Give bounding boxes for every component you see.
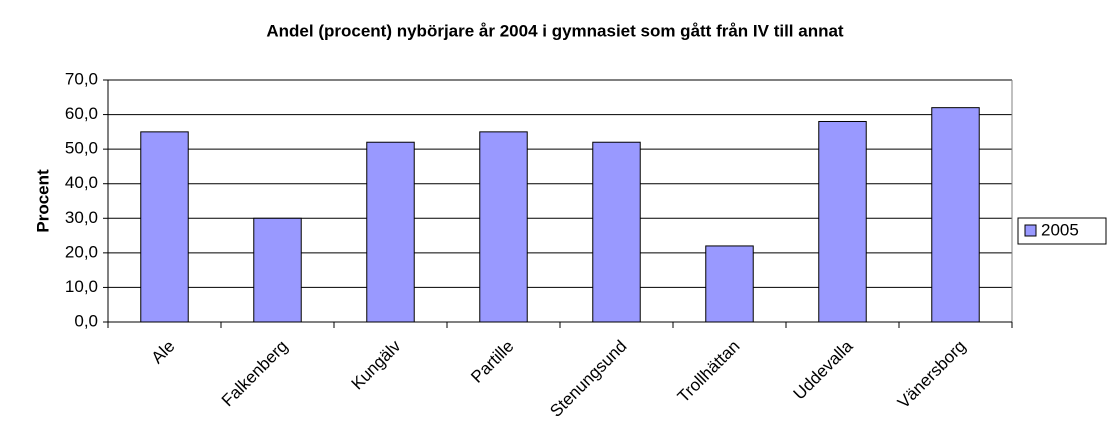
y-tick-label: 20,0 bbox=[65, 242, 98, 261]
bar bbox=[366, 141, 415, 323]
x-tick-label: Kungälv bbox=[348, 336, 405, 393]
bar bbox=[479, 131, 528, 323]
y-tick-label: 40,0 bbox=[65, 173, 98, 192]
y-tick-label: 30,0 bbox=[65, 208, 98, 227]
x-tick-label: Ale bbox=[148, 337, 179, 368]
bar bbox=[931, 107, 980, 323]
bar bbox=[592, 141, 641, 323]
y-axis-label: Procent bbox=[33, 169, 52, 233]
x-tick-label: Vänersborg bbox=[894, 337, 970, 413]
y-tick-label: 0,0 bbox=[74, 311, 98, 330]
x-tick-label: Stenungsund bbox=[546, 337, 630, 421]
y-tick-label: 60,0 bbox=[65, 104, 98, 123]
bar bbox=[253, 217, 302, 323]
x-tick-label: Falkenberg bbox=[218, 337, 292, 411]
y-tick-label: 70,0 bbox=[65, 69, 98, 88]
bar bbox=[705, 245, 754, 323]
bar bbox=[140, 131, 189, 323]
legend-label: 2005 bbox=[1041, 220, 1079, 239]
x-tick-label: Partille bbox=[467, 337, 517, 387]
y-tick-label: 50,0 bbox=[65, 139, 98, 158]
x-tick-label: Uddevalla bbox=[790, 336, 857, 403]
chart-title: Andel (procent) nybörjare år 2004 i gymn… bbox=[266, 21, 844, 40]
x-tick-label: Trollhättan bbox=[674, 337, 744, 407]
bar bbox=[818, 120, 867, 323]
y-tick-label: 10,0 bbox=[65, 277, 98, 296]
legend-swatch bbox=[1024, 224, 1037, 237]
